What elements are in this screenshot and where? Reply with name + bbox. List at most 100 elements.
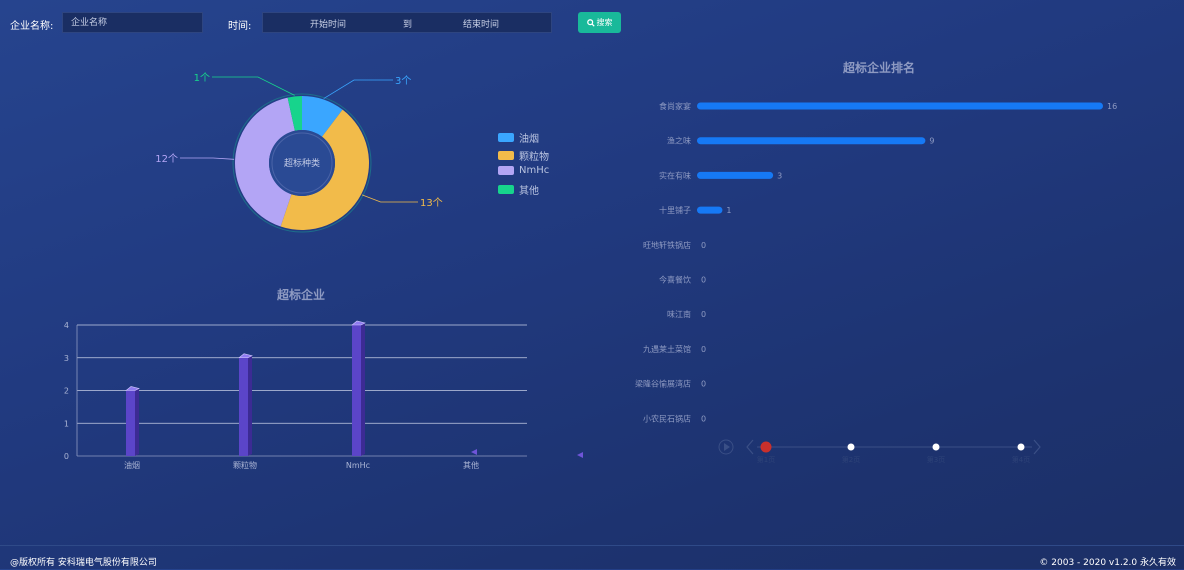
timeline-dot[interactable] <box>847 443 855 451</box>
donut-outer-ring <box>232 93 372 233</box>
bar-side <box>248 355 252 456</box>
timeline-dot-label: 第1页 <box>757 455 775 463</box>
timeline-prev-button[interactable] <box>746 439 754 455</box>
legend-label: 颗粒物 <box>519 152 549 163</box>
bar-y-tick-label: 0 <box>64 452 69 461</box>
ranking-timeline[interactable]: 第1页 第2页 第3页 第4页 <box>712 433 1052 463</box>
ranking-value-label: 16 <box>1107 102 1117 111</box>
bar-top <box>125 386 140 391</box>
timeline-dot[interactable] <box>1017 443 1025 451</box>
donut-leader-line <box>361 194 418 203</box>
footer-copyright: @版权所有 安科瑞电气股份有限公司 <box>10 558 157 568</box>
ranking-category-label: 梁隆谷愉展湾店 <box>635 379 691 389</box>
legend-item-keliwu[interactable]: 颗粒物 <box>498 148 549 163</box>
donut-leader-line <box>212 76 295 96</box>
timeline-dot-active[interactable] <box>760 441 772 453</box>
footer: @版权所有 安科瑞电气股份有限公司 © 2003 - 2020 v1.2.0 永… <box>0 545 1184 570</box>
legend-item-youyan[interactable]: 油烟 <box>498 130 539 145</box>
legend-item-nmhc[interactable]: NmHc <box>498 165 549 176</box>
ranking-category-label: 食尚家宴 <box>659 101 691 111</box>
ranking-category-label: 十里铺子 <box>659 205 691 215</box>
donut-slice-label: 1个 <box>194 72 210 84</box>
ranking-bar[interactable] <box>697 171 774 179</box>
donut-slice-label: 3个 <box>395 75 411 87</box>
play-icon <box>724 443 730 451</box>
ranking-value-label: 0 <box>701 310 706 319</box>
time-label: 时间: <box>228 21 252 32</box>
bar-y-tick-label: 3 <box>64 354 69 363</box>
bar-x-tick-label: 颗粒物 <box>233 460 257 470</box>
ranking-category-label: 渔之味 <box>667 136 691 146</box>
ranking-value-label: 0 <box>701 276 706 285</box>
ranking-bar[interactable] <box>697 137 926 145</box>
exceeding-company-bar-chart: 0 1 2 3 4 油烟 颗粒物 NmHc 其他 <box>64 320 583 470</box>
donut-slice-label: 12个 <box>155 153 178 165</box>
donut-slice-label: 13个 <box>420 197 443 209</box>
donut-slice[interactable] <box>302 96 343 137</box>
legend-label: 油烟 <box>519 134 539 145</box>
company-name-input[interactable] <box>62 12 203 33</box>
bar-y-tick-label: 4 <box>64 321 69 330</box>
bar[interactable] <box>126 390 135 457</box>
bar-top <box>238 353 253 359</box>
ranking-bar[interactable] <box>697 206 723 214</box>
ranking-category-label: 味江南 <box>667 309 691 319</box>
timeline-dot-label: 第2页 <box>842 455 860 463</box>
search-icon <box>586 18 595 27</box>
ranking-value-label: 3 <box>777 171 782 180</box>
play-button[interactable] <box>718 439 734 455</box>
bar-axis-arrow <box>577 452 583 458</box>
bar-x-tick-label: 油烟 <box>124 460 140 470</box>
range-separator: 到 <box>403 20 413 30</box>
pollutant-type-donut-chart: 超标种类 3个 13个 12个 1个 <box>155 72 443 233</box>
search-button-label: 搜索 <box>596 18 613 27</box>
ranking-chart-title: 超标企业排名 <box>843 61 916 75</box>
bar-x-tick-label: 其他 <box>463 460 479 470</box>
bar[interactable] <box>352 325 361 456</box>
ranking-category-label: 小农民石锅店 <box>643 413 691 423</box>
bar-top <box>351 320 366 326</box>
ranking-value-label: 0 <box>701 241 706 250</box>
donut-slice[interactable] <box>235 97 295 227</box>
bar-zero-marker <box>471 449 477 455</box>
end-time-field[interactable]: 结束时间 <box>463 20 500 30</box>
donut-slice[interactable] <box>287 96 302 131</box>
legend-swatch <box>498 151 514 160</box>
legend-label: 其他 <box>519 186 539 197</box>
ranking-value-label: 0 <box>701 414 706 423</box>
donut-center-label: 超标种类 <box>284 157 320 169</box>
bar-side <box>361 323 365 456</box>
ranking-bar[interactable] <box>697 102 1103 110</box>
footer-version: © 2003 - 2020 v1.2.0 永久有效 <box>1039 558 1176 568</box>
bar-x-tick-label: NmHc <box>346 461 370 470</box>
timeline-dot-label: 第4页 <box>1012 455 1030 463</box>
timeline-dot[interactable] <box>932 443 940 451</box>
search-button[interactable]: 搜索 <box>578 12 621 33</box>
ranking-category-label: 旺地轩铁锅店 <box>643 240 691 250</box>
legend-label: NmHc <box>519 165 550 176</box>
ranking-category-label: 九遇莱土菜馆 <box>643 344 691 354</box>
bar[interactable] <box>239 357 248 456</box>
bar-y-tick-label: 2 <box>64 387 69 396</box>
legend-swatch <box>498 133 514 142</box>
ranking-category-label: 今喜餐饮 <box>659 275 691 285</box>
bar-y-tick-label: 1 <box>64 419 69 428</box>
donut-center-ring <box>271 132 333 194</box>
ranking-value-label: 0 <box>701 380 706 389</box>
donut-leader-line <box>323 79 393 99</box>
bar-chart-title: 超标企业 <box>277 288 326 302</box>
donut-center <box>269 130 335 196</box>
donut-slice[interactable] <box>280 109 369 230</box>
timeline-next-button[interactable] <box>1033 439 1041 455</box>
legend-swatch <box>498 185 514 194</box>
ranking-value-label: 9 <box>929 137 934 146</box>
search-toolbar: 企业名称: 时间: 开始时间 到 结束时间 搜索 <box>0 0 1184 44</box>
bar-side <box>135 388 139 456</box>
ranking-category-label: 实在有味 <box>659 170 691 180</box>
legend-swatch <box>498 166 514 175</box>
ranking-value-label: 1 <box>726 206 731 215</box>
start-time-field[interactable]: 开始时间 <box>310 20 347 30</box>
legend-item-other[interactable]: 其他 <box>498 182 539 197</box>
company-name-label: 企业名称: <box>10 21 54 32</box>
date-range-picker[interactable]: 开始时间 到 结束时间 <box>262 12 552 33</box>
